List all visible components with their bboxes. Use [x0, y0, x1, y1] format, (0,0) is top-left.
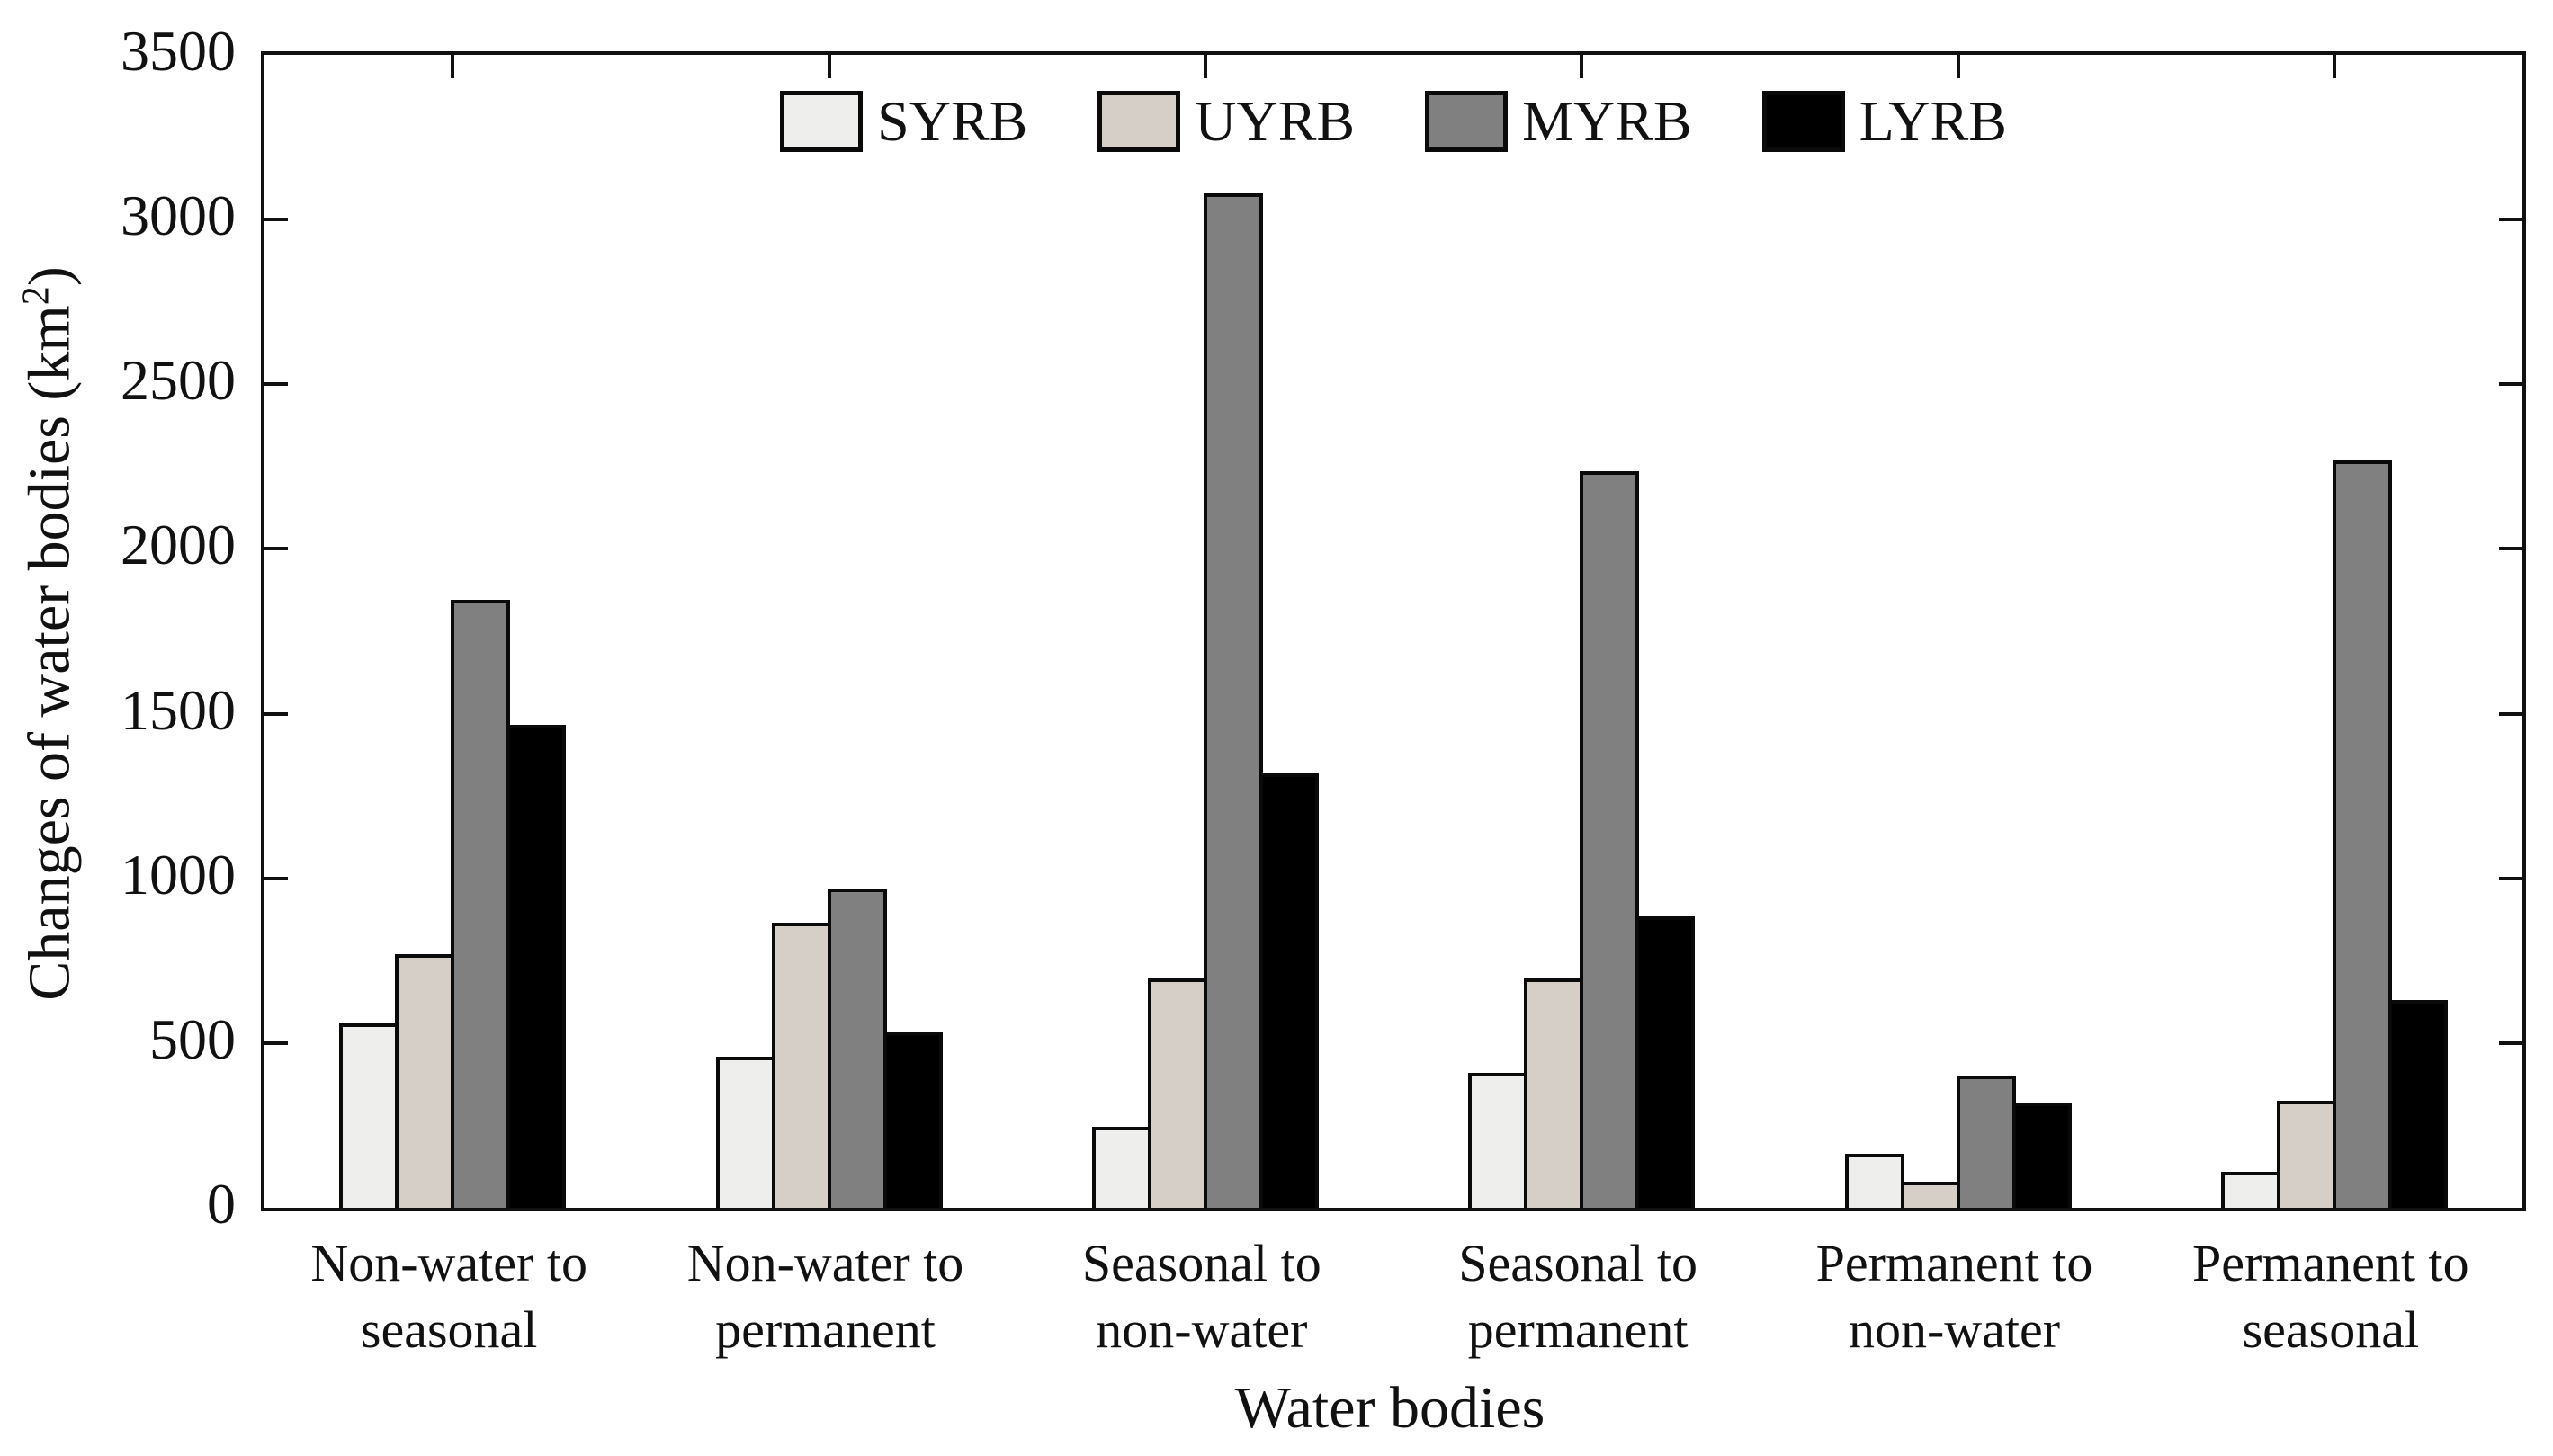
- bar-myrb-4: [1580, 471, 1640, 1208]
- y-tick-mark: [2499, 1041, 2522, 1045]
- x-tick-mark: [451, 55, 455, 78]
- x-tick-mark: [1203, 55, 1207, 78]
- x-tick-mark: [1580, 55, 1584, 78]
- legend-item-myrb: MYRB: [1425, 91, 1692, 152]
- y-tick-mark: [264, 711, 288, 716]
- bar-syrb-1: [339, 1023, 399, 1208]
- bar-syrb-6: [2220, 1172, 2280, 1208]
- legend-label-syrb: SYRB: [877, 89, 1028, 153]
- bar-group: [1091, 193, 1319, 1208]
- legend-item-uyrb: UYRB: [1097, 91, 1355, 152]
- y-tick-label: 1500: [121, 677, 236, 742]
- legend-label-uyrb: UYRB: [1195, 89, 1356, 153]
- bar-uyrb-2: [771, 923, 831, 1208]
- y-tick-mark: [264, 382, 288, 387]
- legend-item-lyrb: LYRB: [1761, 89, 2007, 153]
- y-tick-mark: [2499, 218, 2522, 222]
- y-tick-mark: [2499, 711, 2522, 716]
- bar-lyrb-4: [1635, 916, 1696, 1208]
- bar-myrb-2: [827, 889, 887, 1208]
- y-tick-label: 3000: [121, 183, 236, 248]
- x-axis-title: Water bodies: [1234, 1375, 1545, 1441]
- bar-syrb-3: [1091, 1127, 1151, 1208]
- x-category-label: Permanent to non-water: [1815, 1234, 2093, 1359]
- y-tick-label: 2500: [121, 348, 236, 413]
- legend-swatch-uyrb: [1097, 91, 1181, 152]
- legend: SYRB UYRB MYRB LYRB: [264, 91, 2522, 152]
- y-tick-mark: [2499, 876, 2522, 880]
- bar-uyrb-4: [1524, 978, 1584, 1208]
- y-tick-label: 1000: [121, 842, 236, 907]
- x-category-label: Seasonal to permanent: [1458, 1234, 1698, 1359]
- bar-lyrb-1: [506, 725, 567, 1208]
- y-tick-label: 3500: [121, 19, 236, 83]
- bar-group: [715, 889, 943, 1208]
- bar-uyrb-1: [395, 954, 455, 1208]
- legend-swatch-myrb: [1425, 91, 1509, 152]
- bar-syrb-2: [715, 1057, 775, 1208]
- y-tick-mark: [2499, 547, 2522, 551]
- x-tick-mark: [827, 55, 831, 78]
- x-tick-mark: [2332, 55, 2336, 78]
- bar-uyrb-6: [2276, 1101, 2336, 1208]
- y-tick-mark: [264, 1041, 288, 1045]
- legend-item-syrb: SYRB: [780, 91, 1027, 152]
- bar-lyrb-2: [882, 1032, 943, 1208]
- y-tick-label: 500: [149, 1006, 236, 1071]
- bar-lyrb-6: [2387, 1000, 2448, 1208]
- y-axis-title-superscript: 2: [15, 286, 58, 306]
- bar-lyrb-5: [2011, 1103, 2072, 1208]
- y-tick-mark: [264, 876, 288, 880]
- bar-group: [1468, 471, 1696, 1208]
- bar-uyrb-5: [1900, 1182, 1960, 1208]
- y-tick-mark: [264, 547, 288, 551]
- bar-group: [2220, 460, 2448, 1208]
- plot-area: SYRB UYRB MYRB LYRB: [261, 51, 2526, 1211]
- bar-myrb-1: [451, 600, 511, 1208]
- x-category-label: Permanent to seasonal: [2192, 1234, 2469, 1359]
- x-category-label: Seasonal to non-water: [1081, 1234, 1321, 1359]
- legend-swatch-syrb: [780, 91, 864, 152]
- bar-group: [1844, 1076, 2072, 1208]
- x-category-label: Non-water to permanent: [686, 1234, 964, 1359]
- y-tick-label: 0: [207, 1172, 236, 1236]
- y-tick-label: 2000: [121, 513, 236, 577]
- bar-group: [339, 600, 567, 1208]
- legend-label-myrb: MYRB: [1522, 89, 1692, 153]
- x-tick-mark: [1956, 55, 1960, 78]
- legend-swatch-lyrb: [1761, 91, 1845, 152]
- bar-uyrb-3: [1147, 978, 1207, 1208]
- y-tick-mark: [264, 218, 288, 222]
- y-tick-mark: [2499, 382, 2522, 387]
- bar-syrb-5: [1844, 1154, 1904, 1208]
- x-category-label: Non-water to seasonal: [310, 1234, 587, 1359]
- bar-myrb-3: [1203, 193, 1263, 1208]
- bar-myrb-6: [2332, 460, 2392, 1208]
- legend-label-lyrb: LYRB: [1859, 89, 2007, 153]
- bar-lyrb-3: [1259, 773, 1319, 1208]
- bar-myrb-5: [1956, 1076, 2016, 1208]
- y-axis-title-close: ): [16, 266, 83, 287]
- bar-syrb-4: [1468, 1073, 1528, 1208]
